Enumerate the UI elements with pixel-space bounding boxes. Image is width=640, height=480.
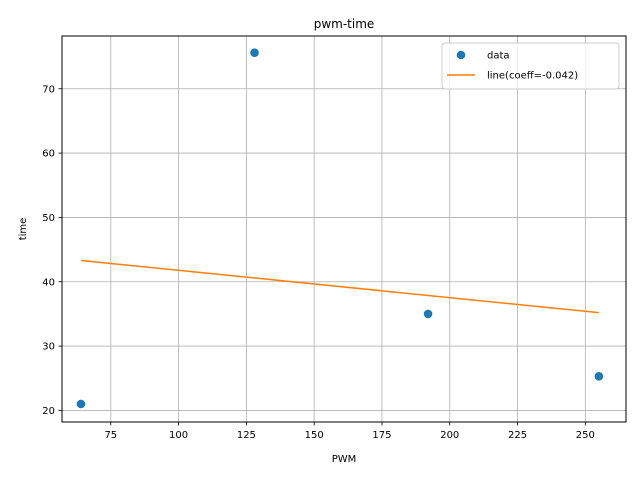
data-point [250, 48, 259, 58]
x-tick-label: 225 [508, 430, 527, 441]
y-tick-label: 40 [42, 277, 55, 288]
x-tick-label: 200 [440, 430, 459, 441]
series-line [80, 259, 599, 314]
legend-marker-swatch [456, 50, 466, 60]
y-tick-label: 30 [42, 342, 55, 353]
x-axis-label: PWM [332, 454, 357, 465]
y-tick-label: 50 [42, 213, 55, 224]
plot-frame [61, 35, 627, 423]
gridlines [62, 36, 626, 422]
x-tick-label: 100 [169, 430, 188, 441]
chart-title: pwm-time [314, 17, 375, 31]
x-tick-label: 150 [305, 430, 324, 441]
fit-line [80, 259, 599, 314]
y-tick-label: 20 [42, 406, 55, 417]
y-tick-label: 70 [42, 84, 55, 95]
legend-label: data [487, 51, 510, 62]
x-tick-label: 75 [104, 430, 117, 441]
y-axis-label: time [18, 218, 29, 241]
legend: data line(coeff=-0.042) [441, 42, 620, 90]
x-tick-label: 125 [237, 430, 256, 441]
series-points [76, 48, 604, 409]
legend-label: line(coeff=-0.042) [487, 71, 578, 82]
x-tick-label: 175 [372, 430, 391, 441]
legend-box [441, 42, 620, 90]
x-tick-label: 250 [576, 430, 595, 441]
data-point [594, 372, 604, 381]
data-point [423, 309, 433, 319]
ticks: 75 100 125 150 175 200 225 250 20 30 40 50 60 70 [42, 84, 595, 441]
y-tick-label: 60 [42, 149, 55, 160]
data-point [76, 399, 86, 409]
